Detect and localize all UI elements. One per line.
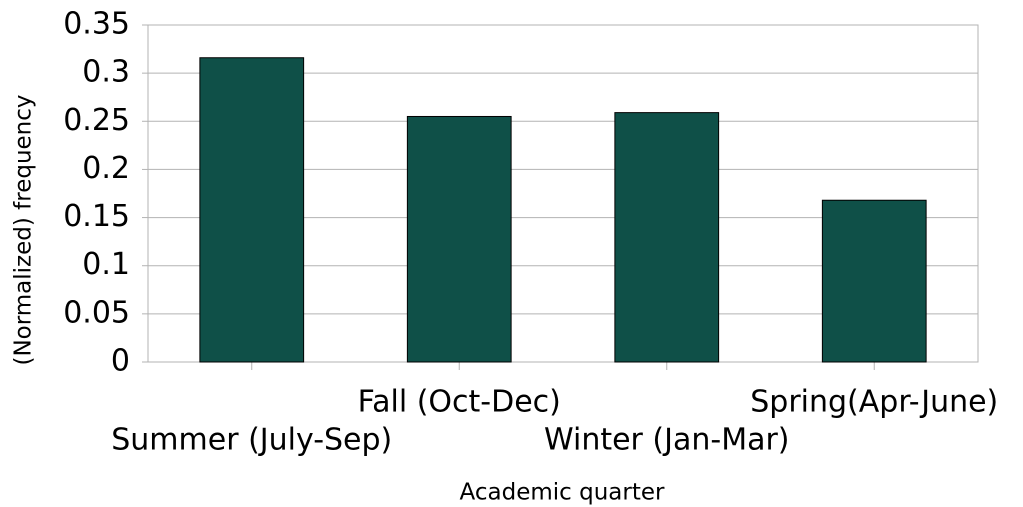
plot-border bbox=[147, 24, 979, 363]
y-tick-label: 0.2 bbox=[82, 151, 130, 186]
y-tick-label: 0 bbox=[111, 344, 130, 379]
bar bbox=[821, 199, 927, 363]
bar bbox=[199, 57, 305, 363]
x-tick-label: Fall (Oct-Dec) bbox=[358, 385, 561, 420]
x-tick-label: Summer (July-Sep) bbox=[111, 423, 392, 458]
bar bbox=[406, 115, 512, 363]
y-tick-label: 0.3 bbox=[82, 55, 130, 90]
x-tick-label: Spring(Apr-June) bbox=[750, 385, 998, 420]
x-tick-label: Winter (Jan-Mar) bbox=[544, 423, 790, 458]
y-tick-label: 0.05 bbox=[63, 295, 130, 330]
y-tick-label: 0.25 bbox=[63, 103, 130, 138]
bar bbox=[614, 112, 720, 363]
y-tick-label: 0.35 bbox=[63, 7, 130, 42]
y-tick-label: 0.1 bbox=[82, 247, 130, 282]
x-axis-label: Academic quarter bbox=[460, 480, 665, 506]
y-axis-label: (Normalized) frequency bbox=[11, 94, 37, 365]
y-tick-label: 0.15 bbox=[63, 199, 130, 234]
